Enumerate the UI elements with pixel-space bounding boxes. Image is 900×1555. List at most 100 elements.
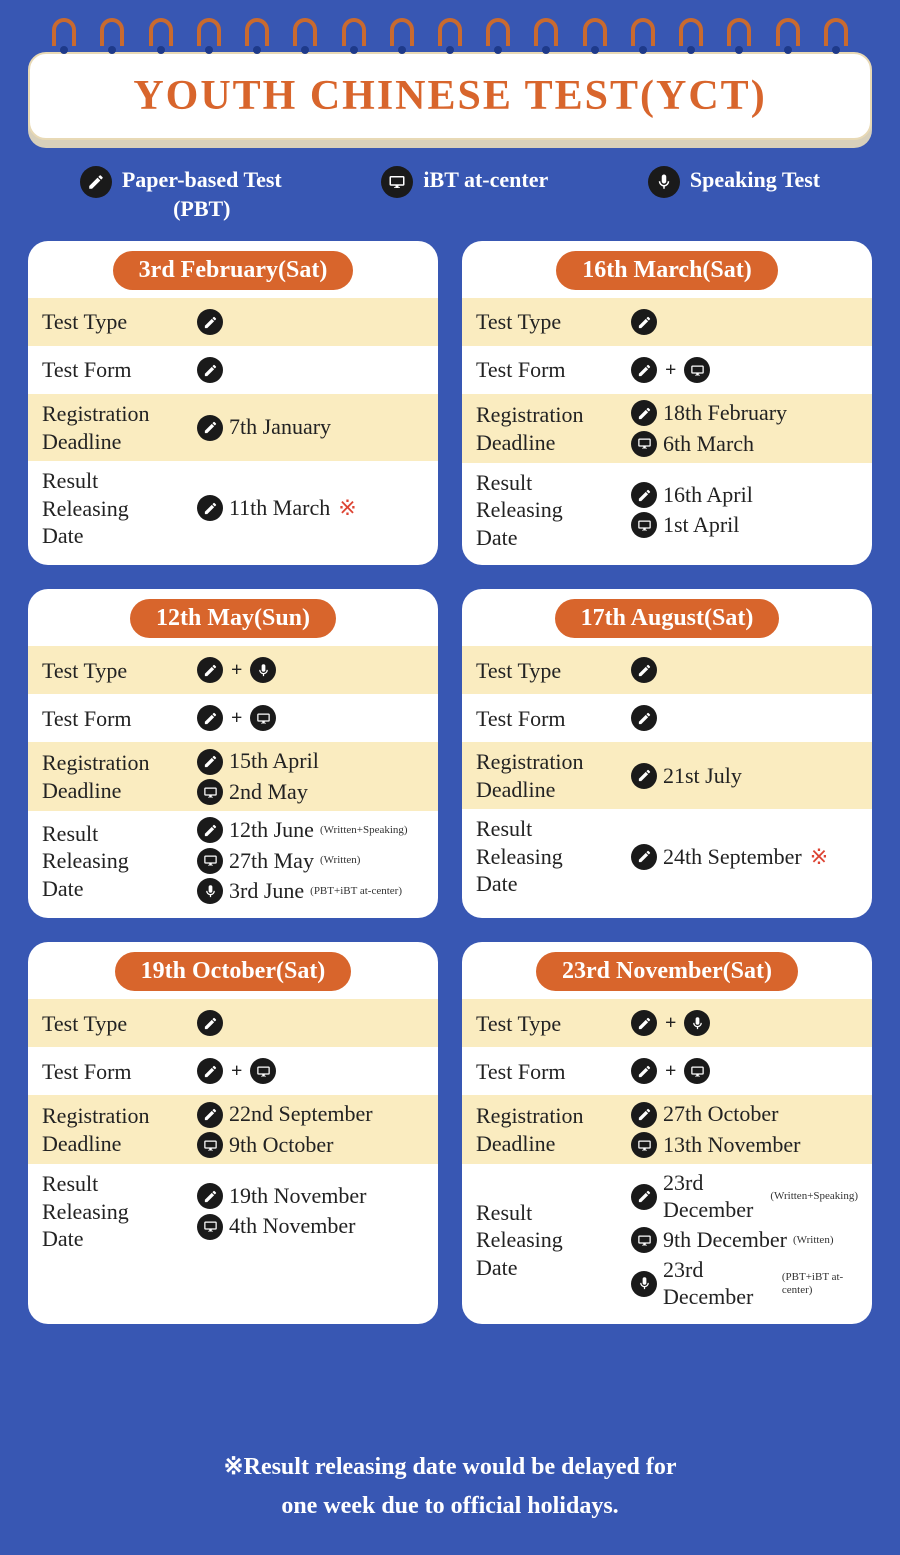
row-test-form: Test Form + <box>462 1047 872 1095</box>
legend-pbt-label: Paper-based Test(PBT) <box>122 166 282 223</box>
microphone-icon <box>197 878 223 904</box>
value-result-date: 11th March※ <box>197 495 424 521</box>
monitor-icon <box>631 512 657 538</box>
value-line: 18th February <box>631 400 858 426</box>
label-result-date: ResultReleasingDate <box>476 469 631 552</box>
value-test-type <box>631 657 858 683</box>
value-reg-deadline: 15th April2nd May <box>197 748 424 805</box>
label-reg-deadline: RegistrationDeadline <box>476 748 631 803</box>
row-test-type: Test Type <box>28 999 438 1047</box>
value-result-date: 19th November 4th November <box>197 1183 424 1240</box>
value-text: 9th October <box>229 1132 333 1158</box>
legend-ibt: iBT at-center <box>381 166 548 198</box>
pencil-icon <box>197 817 223 843</box>
test-date-card: 17th August(Sat) Test Type Test Form Reg… <box>462 589 872 918</box>
footer-note: ※Result releasing date would be delayed … <box>0 1448 900 1525</box>
date-pill: 17th August(Sat) <box>555 599 780 638</box>
date-pill: 19th October(Sat) <box>115 952 352 991</box>
pencil-icon <box>631 400 657 426</box>
asterisk-mark: ※ <box>338 495 356 521</box>
pencil-icon <box>631 309 657 335</box>
pencil-icon <box>197 705 223 731</box>
value-line: 27th May(Written) <box>197 848 424 874</box>
monitor-icon <box>381 166 413 198</box>
monitor-icon <box>684 357 710 383</box>
pencil-icon <box>197 1183 223 1209</box>
value-text: 16th April <box>663 482 753 508</box>
value-test-type: + <box>631 1010 858 1036</box>
value-line: 21st July <box>631 763 858 789</box>
spiral-binding <box>0 0 900 46</box>
microphone-icon <box>250 657 276 683</box>
value-line: 24th September※ <box>631 844 858 870</box>
monitor-icon <box>250 1058 276 1084</box>
value-test-type <box>631 309 858 335</box>
label-test-form: Test Form <box>476 356 631 384</box>
value-line: 16th April <box>631 482 858 508</box>
pencil-icon <box>631 1058 657 1084</box>
value-result-date: 16th April 1st April <box>631 482 858 539</box>
pencil-icon <box>197 749 223 775</box>
legend-speaking: Speaking Test <box>648 166 820 198</box>
monitor-icon <box>250 705 276 731</box>
value-note: (PBT+iBT at-center) <box>310 885 402 898</box>
value-text: 27th October <box>663 1101 778 1127</box>
value-line: 9th October <box>197 1132 424 1158</box>
label-test-form: Test Form <box>42 1058 197 1086</box>
value-line: 6th March <box>631 431 858 457</box>
date-pill: 23rd November(Sat) <box>536 952 798 991</box>
value-text: 1st April <box>663 512 739 538</box>
value-line: 27th October <box>631 1101 858 1127</box>
label-test-form: Test Form <box>476 705 631 733</box>
monitor-icon <box>197 1132 223 1158</box>
value-text: 4th November <box>229 1213 355 1239</box>
microphone-icon <box>631 1271 657 1297</box>
value-text: 18th February <box>663 400 787 426</box>
value-text: 7th January <box>229 414 331 440</box>
pencil-icon <box>197 357 223 383</box>
test-date-card: 12th May(Sun) Test Type + Test Form + Re… <box>28 589 438 918</box>
row-test-form: Test Form + <box>28 1047 438 1095</box>
value-line: 13th November <box>631 1132 858 1158</box>
pencil-icon <box>197 415 223 441</box>
legend-ibt-label: iBT at-center <box>423 166 548 195</box>
monitor-icon <box>631 1227 657 1253</box>
value-reg-deadline: 18th February 6th March <box>631 400 858 457</box>
value-line: 11th March※ <box>197 495 424 521</box>
value-text: 23rd December <box>663 1170 764 1223</box>
date-pill: 3rd February(Sat) <box>113 251 354 290</box>
pencil-icon <box>631 705 657 731</box>
value-note: (Written+Speaking) <box>770 1190 858 1203</box>
value-result-date: 12th June(Written+Speaking)27th May(Writ… <box>197 817 424 904</box>
label-test-type: Test Type <box>476 1010 631 1038</box>
value-line: 9th December(Written) <box>631 1227 858 1253</box>
title-card: YOUTH CHINESE TEST(YCT) <box>28 52 872 140</box>
pencil-icon <box>197 1010 223 1036</box>
row-test-form: Test Form <box>28 346 438 394</box>
value-text: 15th April <box>229 748 319 774</box>
monitor-icon <box>197 779 223 805</box>
pencil-icon <box>631 482 657 508</box>
value-note: (Written) <box>793 1234 833 1247</box>
value-line: 1st April <box>631 512 858 538</box>
pencil-icon <box>80 166 112 198</box>
value-line: 19th November <box>197 1183 424 1209</box>
row-registration-deadline: RegistrationDeadline 7th January <box>28 394 438 461</box>
monitor-icon <box>631 1132 657 1158</box>
legend-speaking-label: Speaking Test <box>690 166 820 195</box>
pencil-icon <box>631 1102 657 1128</box>
value-text: 19th November <box>229 1183 366 1209</box>
value-line: 23rd December(PBT+iBT at-center) <box>631 1257 858 1310</box>
page-title: YOUTH CHINESE TEST(YCT) <box>50 72 850 120</box>
row-test-type: Test Type + <box>462 999 872 1047</box>
value-test-type: + <box>197 657 424 683</box>
label-test-type: Test Type <box>476 308 631 336</box>
value-text: 21st July <box>663 763 742 789</box>
monitor-icon <box>631 431 657 457</box>
value-result-date: 24th September※ <box>631 844 858 870</box>
pencil-icon <box>631 844 657 870</box>
row-registration-deadline: RegistrationDeadline 27th October13th No… <box>462 1095 872 1164</box>
pencil-icon <box>631 763 657 789</box>
pencil-icon <box>197 495 223 521</box>
label-result-date: ResultReleasingDate <box>42 467 197 550</box>
